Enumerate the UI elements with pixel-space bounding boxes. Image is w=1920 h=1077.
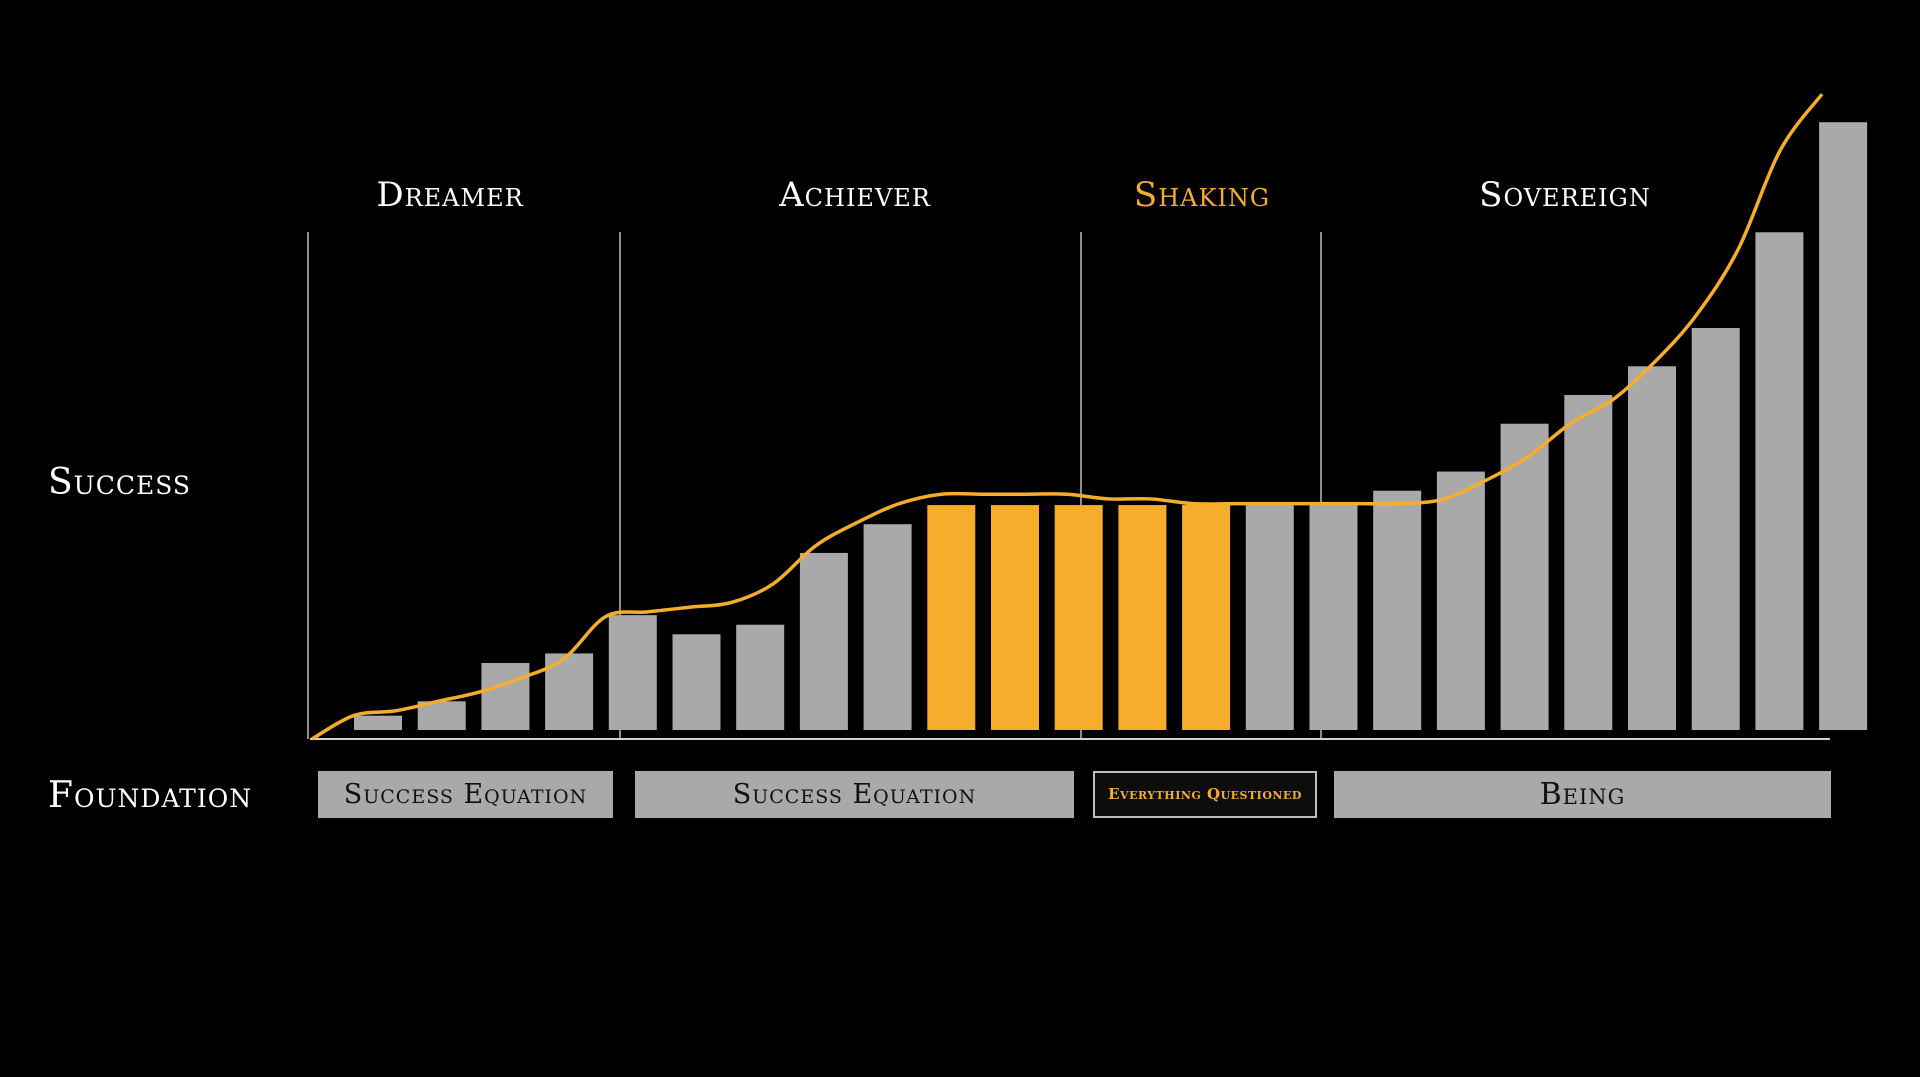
bar bbox=[608, 615, 657, 730]
y-axis-label: Success bbox=[48, 462, 192, 503]
bar bbox=[417, 701, 466, 730]
foundation-box-everything-questioned: Everything Questioned bbox=[1093, 771, 1317, 818]
bar bbox=[1819, 122, 1868, 730]
phase-shaking: Shaking bbox=[1133, 175, 1271, 215]
bar bbox=[354, 715, 402, 730]
bar bbox=[1755, 232, 1804, 731]
bar bbox=[1373, 490, 1422, 730]
bar bbox=[1564, 395, 1613, 730]
bar-highlighted bbox=[1182, 505, 1231, 730]
bar bbox=[1436, 471, 1485, 730]
foundation-label: Foundation bbox=[48, 775, 253, 816]
success-curve bbox=[311, 93, 1824, 741]
bar bbox=[481, 663, 530, 730]
bar bbox=[736, 624, 785, 730]
bar bbox=[863, 524, 912, 730]
bar-highlighted bbox=[991, 505, 1039, 730]
phase-dreamer: Dreamer bbox=[376, 175, 524, 215]
bar bbox=[1245, 505, 1294, 730]
foundation-box-success-equation-2: Success Equation bbox=[635, 771, 1074, 818]
bar bbox=[1500, 423, 1549, 730]
bar bbox=[1309, 505, 1358, 730]
bar-highlighted bbox=[927, 505, 976, 730]
foundation-box-being: Being bbox=[1334, 771, 1831, 818]
bar bbox=[799, 552, 848, 730]
bars-group bbox=[354, 122, 1868, 731]
foundation-box-success-equation-1: Success Equation bbox=[318, 771, 613, 818]
bar bbox=[672, 634, 721, 730]
bar-highlighted bbox=[1054, 505, 1103, 730]
phase-achiever: Achiever bbox=[779, 175, 931, 215]
bar-highlighted bbox=[1118, 505, 1167, 730]
phase-sovereign: Sovereign bbox=[1479, 175, 1651, 215]
bar bbox=[1691, 328, 1740, 730]
bar bbox=[1628, 366, 1676, 730]
